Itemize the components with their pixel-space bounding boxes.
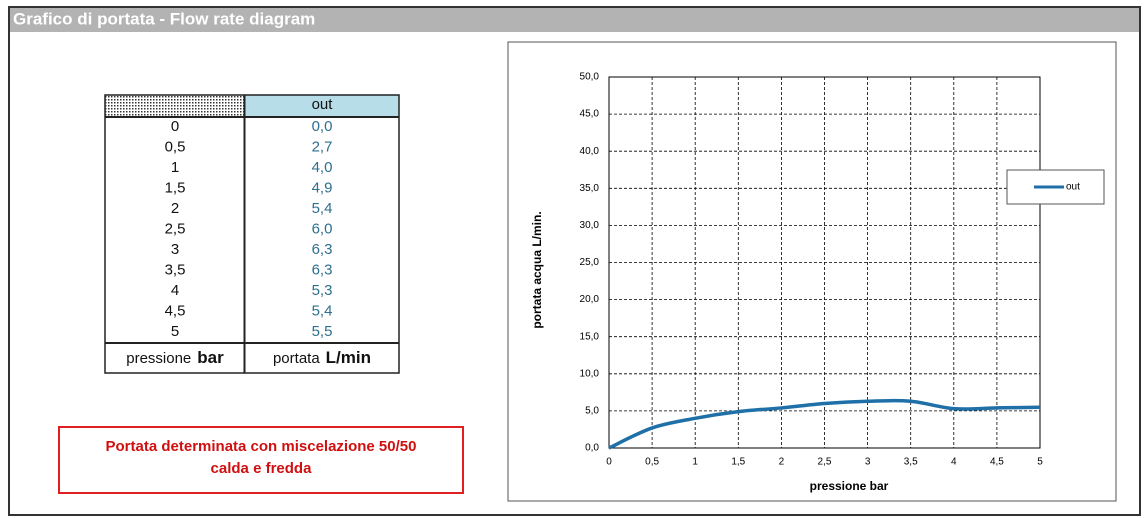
footer-unit: bar	[197, 348, 224, 367]
note-box	[58, 426, 464, 494]
pressure-cell: 3,5	[165, 261, 186, 278]
x-tick-label: 5	[1037, 457, 1043, 468]
pressure-cell: 5	[171, 323, 179, 340]
flow-cell: 0,0	[312, 118, 333, 135]
legend-label: out	[1066, 182, 1080, 193]
pressure-cell: 1	[171, 159, 179, 176]
pressure-cell: 3	[171, 241, 179, 258]
footer-text: pressione	[126, 350, 191, 367]
y-tick-label: 10,0	[580, 368, 600, 379]
series-line	[608, 398, 1041, 450]
chart-frame	[507, 41, 1117, 502]
x-tick-label: 4	[951, 457, 957, 468]
pressure-cell: 0	[171, 118, 179, 135]
x-tick-label: 3,5	[904, 457, 918, 468]
y-tick-label: 45,0	[580, 109, 600, 120]
y-tick-label: 25,0	[580, 257, 600, 268]
flow-cell: 5,4	[312, 200, 333, 217]
flow-cell: 4,0	[312, 159, 333, 176]
y-tick-label: 50,0	[580, 72, 600, 83]
y-tick-label: 0,0	[585, 443, 599, 454]
pressure-cell: 1,5	[165, 179, 186, 196]
x-tick-label: 0,5	[645, 457, 659, 468]
pressure-cell: 2,5	[165, 220, 186, 237]
x-tick-label: 0	[606, 457, 612, 468]
table-footer: pressione bar	[126, 348, 224, 367]
y-tick-label: 40,0	[580, 146, 600, 157]
pressure-cell: 4	[171, 282, 179, 299]
table-corner	[105, 95, 244, 117]
table: out pressione bar portata L/min 0 0,0 0,5 2,7…	[104, 94, 400, 374]
header-title: Grafico di portata - Flow rate diagram	[13, 9, 315, 28]
y-tick-label: 20,0	[580, 294, 600, 305]
x-axis-label: pressione bar	[810, 479, 889, 493]
table-header-cell	[245, 95, 399, 117]
flow-cell: 4,9	[312, 179, 333, 196]
footer-text: portata	[273, 350, 320, 367]
flow-cell: 6,0	[312, 220, 333, 237]
flow-cell: 6,3	[312, 261, 333, 278]
pressure-cell: 0,5	[165, 138, 186, 155]
table-border	[104, 94, 400, 374]
header-bar	[10, 8, 1139, 32]
y-tick-label: 35,0	[580, 183, 600, 194]
y-tick-label: 30,0	[580, 220, 600, 231]
note-line: calda e fredda	[211, 460, 313, 477]
x-tick-label: 2,5	[818, 457, 832, 468]
y-tick-label: 15,0	[580, 331, 600, 342]
flow-cell: 2,7	[312, 138, 333, 155]
y-tick-label: 5,0	[585, 406, 599, 417]
pressure-cell: 4,5	[165, 302, 186, 319]
x-tick-label: 4,5	[990, 457, 1004, 468]
x-tick-label: 1,5	[731, 457, 745, 468]
note-line: Portata determinata con miscelazione 50/…	[106, 438, 417, 455]
column-header: out	[312, 96, 334, 113]
x-tick-label: 2	[779, 457, 785, 468]
table-footer: portata L/min	[273, 348, 371, 367]
flow-cell: 6,3	[312, 241, 333, 258]
flow-cell: 5,4	[312, 302, 333, 319]
footer-unit: L/min	[326, 348, 371, 367]
flow-cell: 5,5	[312, 323, 333, 340]
y-axis-label: portata acqua L/min.	[530, 211, 544, 328]
plot-border	[608, 76, 1041, 449]
flow-cell: 5,3	[312, 282, 333, 299]
pressure-cell: 2	[171, 200, 179, 217]
x-tick-label: 1	[692, 457, 698, 468]
x-tick-label: 3	[865, 457, 871, 468]
